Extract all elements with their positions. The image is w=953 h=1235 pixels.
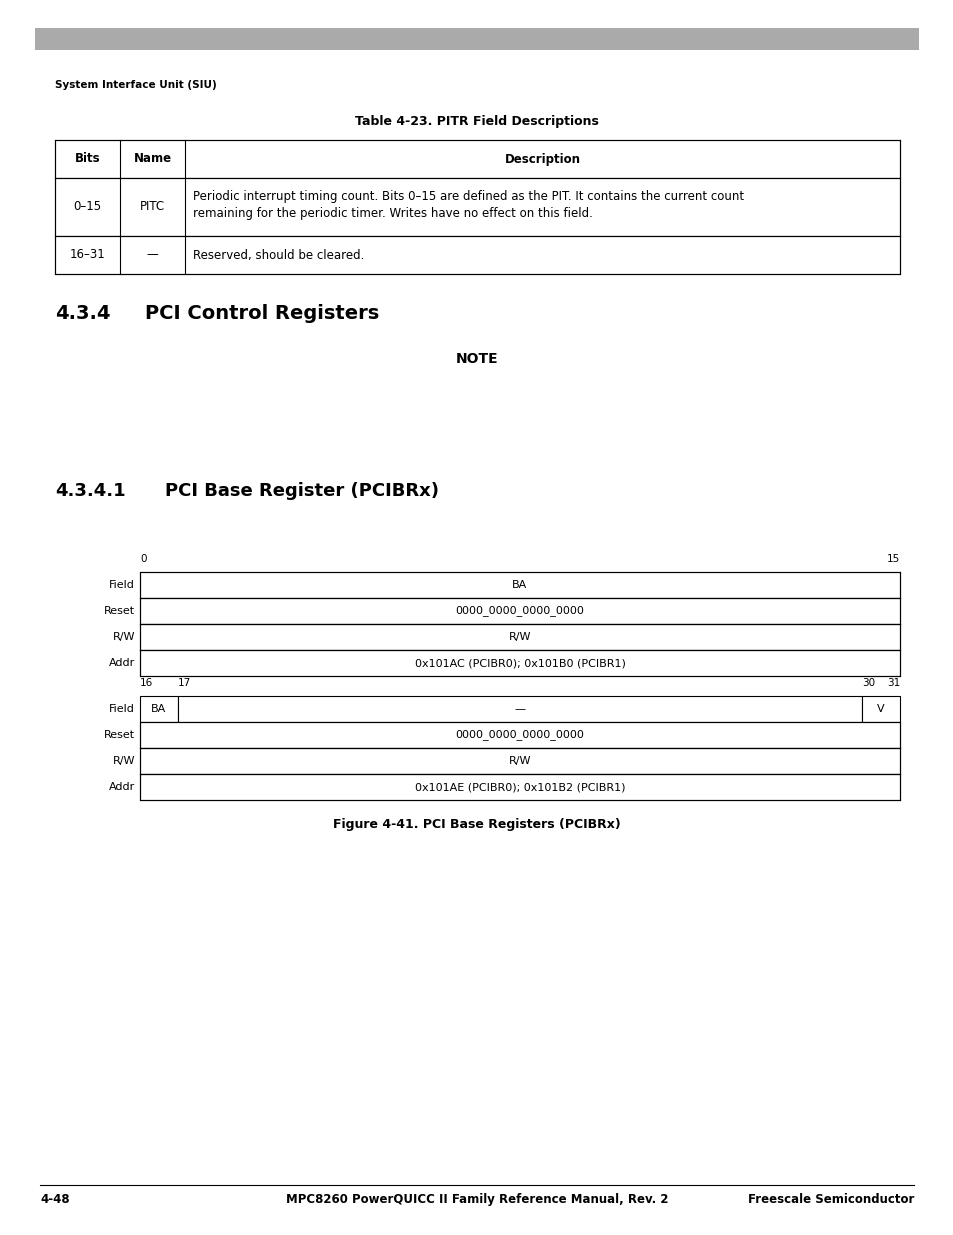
Text: —: —: [514, 704, 525, 714]
Text: Freescale Semiconductor: Freescale Semiconductor: [747, 1193, 913, 1207]
Text: Description: Description: [504, 152, 579, 165]
Text: 16: 16: [140, 678, 153, 688]
Bar: [140, 748, 899, 774]
Bar: [140, 624, 899, 650]
Bar: [140, 697, 178, 722]
Bar: [55, 178, 899, 236]
Text: Table 4-23. PITR Field Descriptions: Table 4-23. PITR Field Descriptions: [355, 115, 598, 128]
Text: 4-48: 4-48: [40, 1193, 70, 1207]
Bar: [55, 140, 899, 178]
Text: Figure 4-41. PCI Base Registers (PCIBRx): Figure 4-41. PCI Base Registers (PCIBRx): [333, 818, 620, 831]
Text: remaining for the periodic timer. Writes have no effect on this field.: remaining for the periodic timer. Writes…: [193, 207, 592, 220]
Text: 4.3.4: 4.3.4: [55, 304, 111, 324]
Text: 0x101AC (PCIBR0); 0x101B0 (PCIBR1): 0x101AC (PCIBR0); 0x101B0 (PCIBR1): [415, 658, 625, 668]
Text: System Interface Unit (SIU): System Interface Unit (SIU): [55, 80, 216, 90]
Text: 0000_0000_0000_0000: 0000_0000_0000_0000: [456, 605, 584, 616]
Bar: [140, 650, 899, 676]
Bar: [140, 774, 899, 800]
Text: MPC8260 PowerQUICC II Family Reference Manual, Rev. 2: MPC8260 PowerQUICC II Family Reference M…: [286, 1193, 667, 1207]
Text: —: —: [147, 248, 158, 262]
Text: 0–15: 0–15: [73, 200, 101, 214]
Bar: [140, 598, 899, 624]
Text: Addr: Addr: [109, 658, 135, 668]
Text: 15: 15: [886, 555, 899, 564]
Text: 0000_0000_0000_0000: 0000_0000_0000_0000: [456, 730, 584, 741]
Text: PITC: PITC: [140, 200, 165, 214]
Text: PCI Base Register (PCIBRx): PCI Base Register (PCIBRx): [165, 482, 438, 500]
Text: R/W: R/W: [112, 632, 135, 642]
Text: 16–31: 16–31: [70, 248, 105, 262]
Text: NOTE: NOTE: [456, 352, 497, 366]
Text: BA: BA: [152, 704, 167, 714]
Bar: [862, 697, 899, 722]
Bar: [178, 697, 862, 722]
Text: 4.3.4.1: 4.3.4.1: [55, 482, 126, 500]
Text: 0x101AE (PCIBR0); 0x101B2 (PCIBR1): 0x101AE (PCIBR0); 0x101B2 (PCIBR1): [415, 782, 624, 792]
Text: 30: 30: [862, 678, 874, 688]
Bar: [140, 572, 899, 598]
Text: Field: Field: [109, 580, 135, 590]
Text: Field: Field: [109, 704, 135, 714]
Text: 31: 31: [886, 678, 899, 688]
Text: Reserved, should be cleared.: Reserved, should be cleared.: [193, 248, 364, 262]
Text: 17: 17: [178, 678, 191, 688]
Text: Addr: Addr: [109, 782, 135, 792]
Text: Periodic interrupt timing count. Bits 0–15 are defined as the PIT. It contains t: Periodic interrupt timing count. Bits 0–…: [193, 190, 743, 203]
Text: R/W: R/W: [508, 632, 531, 642]
Bar: [35, 28, 918, 49]
Text: BA: BA: [512, 580, 527, 590]
Text: Name: Name: [133, 152, 172, 165]
Text: Reset: Reset: [104, 730, 135, 740]
Text: Bits: Bits: [74, 152, 100, 165]
Text: PCI Control Registers: PCI Control Registers: [145, 304, 379, 324]
Text: R/W: R/W: [508, 756, 531, 766]
Text: V: V: [876, 704, 883, 714]
Text: R/W: R/W: [112, 756, 135, 766]
Bar: [140, 722, 899, 748]
Bar: [55, 236, 899, 274]
Text: 0: 0: [140, 555, 147, 564]
Text: Reset: Reset: [104, 606, 135, 616]
